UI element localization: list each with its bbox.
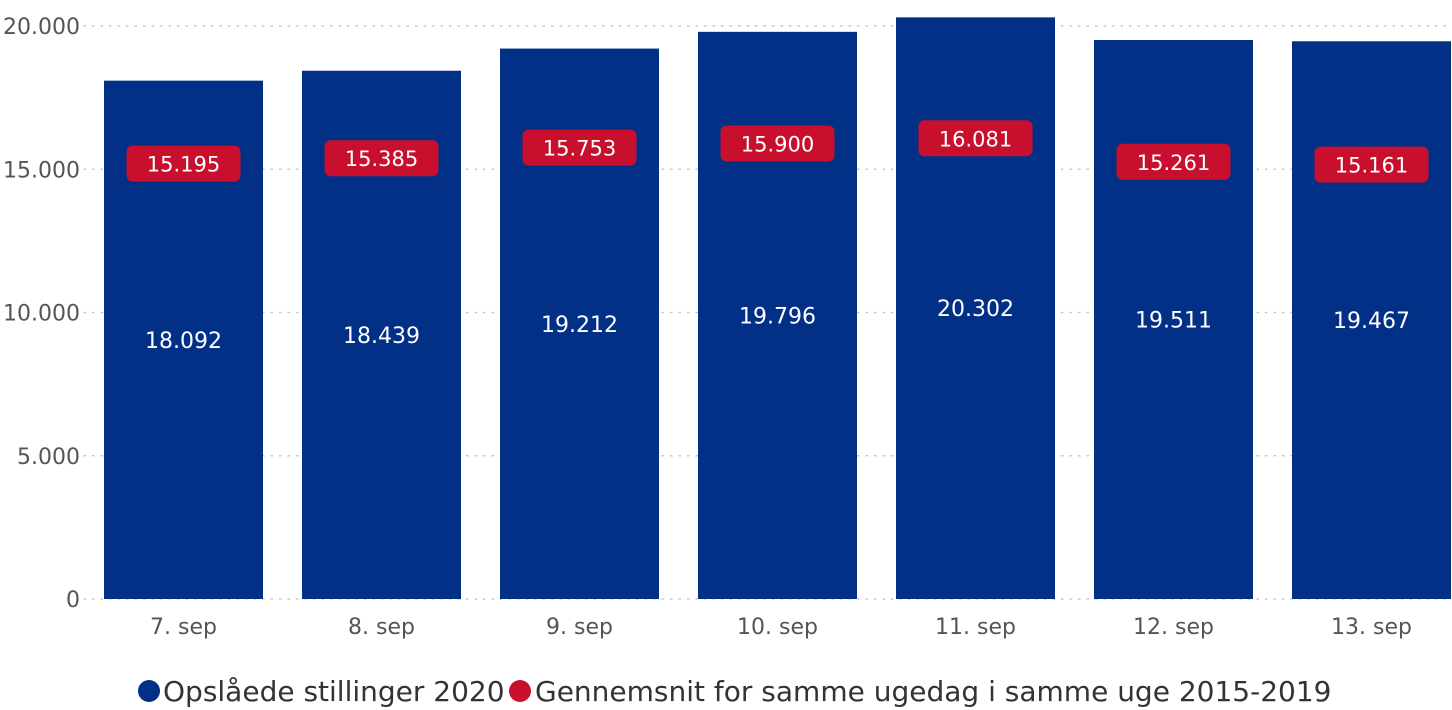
- y-tick-label: 20.000: [3, 15, 80, 40]
- bar-value-label: 19.511: [1135, 309, 1212, 334]
- x-tick-label: 7. sep: [150, 615, 217, 640]
- legend-label-opslaede: Opslåede stillinger 2020: [163, 675, 505, 708]
- average-marker: [1314, 146, 1429, 183]
- average-marker: [1116, 143, 1231, 180]
- bars: 18.092 15.195 18.439 15.385 19.212 15.753 19.7…: [104, 17, 1451, 600]
- y-tick-label: 10.000: [3, 302, 80, 327]
- bar-value-label: 18.439: [343, 324, 420, 349]
- y-tick-label: 15.000: [3, 158, 80, 183]
- x-tick-label: 13. sep: [1331, 615, 1412, 640]
- average-value-label: 15.753: [543, 137, 616, 161]
- average-marker: [126, 145, 241, 182]
- average-marker: [720, 125, 835, 162]
- x-tick-label: 8. sep: [348, 615, 415, 640]
- y-tick-label: 5.000: [17, 445, 80, 470]
- average-value-label: 15.900: [741, 132, 814, 156]
- bar-opslaede-stillinger: [1292, 41, 1451, 600]
- bar-value-label: 20.302: [937, 297, 1014, 322]
- x-tick-label: 12. sep: [1133, 615, 1214, 640]
- average-marker: [522, 129, 637, 166]
- bar-value-label: 19.796: [739, 304, 816, 329]
- x-axis-ticks: 7. sep 8. sep 9. sep 10. sep 11. sep 12. sep 1…: [150, 615, 1412, 640]
- average-marker: [918, 120, 1033, 157]
- bar-opslaede-stillinger: [896, 17, 1055, 599]
- average-value-label: 16.081: [939, 127, 1012, 151]
- bar-value-label: 19.467: [1333, 309, 1410, 334]
- legend-marker-gennemsnit: [509, 680, 531, 702]
- average-value-label: 15.195: [147, 153, 220, 177]
- x-tick-label: 9. sep: [546, 615, 613, 640]
- legend-marker-opslaede: [138, 680, 160, 702]
- average-value-label: 15.385: [345, 147, 418, 171]
- bar-opslaede-stillinger: [1094, 40, 1253, 600]
- y-axis-ticks: 0 5.000 10.000 15.000 20.000: [3, 15, 80, 613]
- legend: Opslåede stillinger 2020 Gennemsnit for s…: [138, 675, 1331, 708]
- bar-value-label: 19.212: [541, 313, 618, 338]
- legend-label-gennemsnit: Gennemsnit for samme ugedag i samme uge …: [535, 675, 1331, 708]
- average-value-label: 15.261: [1137, 151, 1210, 175]
- x-tick-label: 11. sep: [935, 615, 1016, 640]
- x-tick-label: 10. sep: [737, 615, 818, 640]
- average-marker: [324, 140, 439, 177]
- average-value-label: 15.161: [1335, 154, 1408, 178]
- y-tick-label: 0: [66, 588, 80, 613]
- bar-value-label: 18.092: [145, 329, 222, 354]
